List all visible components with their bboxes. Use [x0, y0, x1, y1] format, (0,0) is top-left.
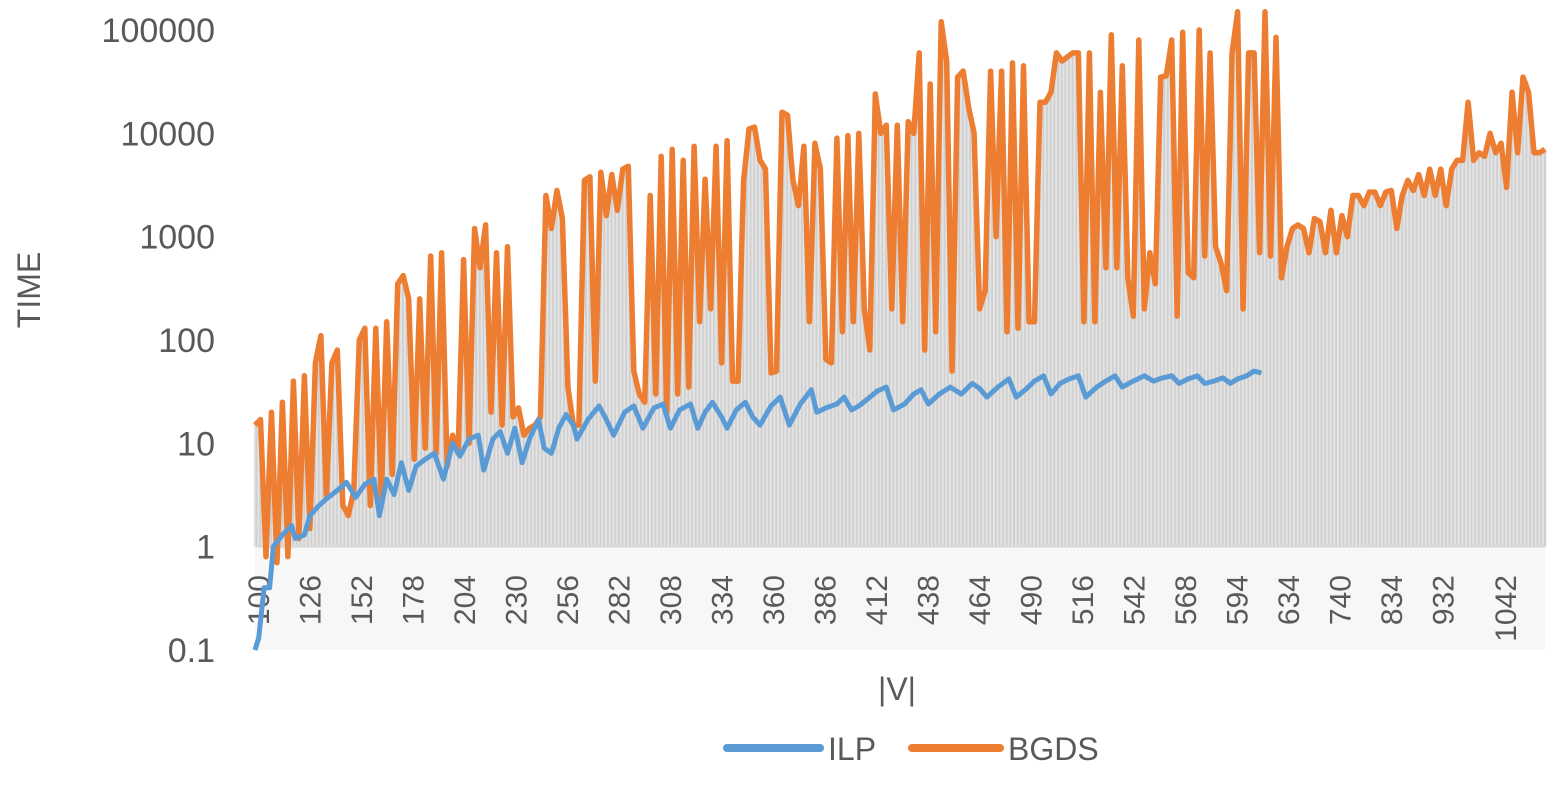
legend-label-bgds: BGDS: [1008, 731, 1099, 767]
x-tick-label: 178: [398, 575, 431, 625]
x-tick-label: 126: [295, 575, 328, 625]
x-tick-label: 516: [1067, 575, 1100, 625]
x-tick-label: 386: [810, 575, 843, 625]
y-tick-label: 1: [196, 529, 215, 567]
series-line-bgds: [253, 9, 1547, 566]
y-tick-label: 100000: [102, 12, 215, 50]
x-tick-label: 230: [501, 575, 534, 625]
x-tick-label: 490: [1016, 575, 1049, 625]
x-tick-label: 282: [604, 575, 637, 625]
x-tick-label: 1042: [1490, 575, 1523, 642]
x-tick-label: 634: [1273, 575, 1306, 625]
x-tick-label: 334: [707, 575, 740, 625]
x-tick-label: 834: [1376, 575, 1409, 625]
plot-area-fill: [253, 11, 1547, 650]
x-tick-label: 568: [1170, 575, 1203, 625]
y-tick-label: 10000: [120, 115, 215, 153]
x-tick-label: 256: [552, 575, 585, 625]
y-tick-label: 0.1: [168, 632, 215, 670]
x-tick-label: 594: [1222, 575, 1255, 625]
x-tick-label: 412: [861, 575, 894, 625]
x-tick-label: 542: [1119, 575, 1152, 625]
x-tick-label: 932: [1428, 575, 1461, 625]
x-tick-label: 438: [913, 575, 946, 625]
series-line-ilp: [252, 368, 1263, 651]
y-tick-label: 1000: [139, 219, 215, 257]
y-tick-label: 10: [177, 425, 215, 463]
y-tick-label: 100: [158, 322, 215, 360]
legend: ILP BGDS: [723, 731, 1099, 767]
x-tick-label: 740: [1325, 575, 1358, 625]
x-tick-label: 464: [964, 575, 997, 625]
y-axis-tick-labels: 0.1 1 10 100 1000 10000 100000: [102, 12, 215, 670]
x-tick-label: 152: [346, 575, 379, 625]
series-lines: [252, 9, 1547, 651]
x-tick-label: 360: [758, 575, 791, 625]
x-tick-label: 204: [449, 575, 482, 625]
y-axis-title: TIME: [11, 252, 47, 328]
legend-label-ilp: ILP: [828, 731, 876, 767]
x-axis-title: |V|: [878, 671, 916, 707]
x-axis-tick-labels: 100 126 152 178 204 230 256 282 308 334 360 386 412 4…: [243, 575, 1523, 642]
x-tick-label: 308: [655, 575, 688, 625]
lower-band: [255, 546, 1545, 650]
